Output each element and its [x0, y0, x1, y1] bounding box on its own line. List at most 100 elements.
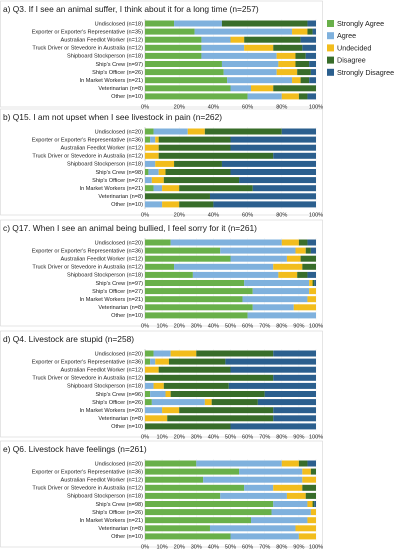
bar-segment-strongly-agree	[145, 69, 224, 76]
legend-swatch	[327, 20, 334, 27]
legend-swatch	[327, 32, 334, 40]
bar-segment-undecided	[155, 136, 159, 143]
bar-segment-strongly-disagree	[307, 271, 316, 278]
bar-segment-strongly-disagree	[230, 169, 316, 175]
bar-segment-strongly-agree	[145, 44, 202, 51]
bar-segment-strongly-agree	[145, 476, 204, 483]
legend-label: Strongly Agree	[337, 19, 384, 28]
bar-segment-undecided	[170, 350, 197, 357]
x-tick-label: 70%	[259, 323, 270, 329]
bar-segment-strongly-agree	[145, 263, 175, 270]
bar-segment-disagree	[295, 61, 310, 67]
bar-segment-undecided	[295, 525, 316, 532]
legend: Strongly Agree Agree Undecided Disagree Stro…	[327, 19, 394, 77]
bar-segment-strongly-disagree	[305, 52, 316, 59]
bar-segment-strongly-disagree	[273, 350, 316, 357]
bar-segment-agree	[230, 255, 287, 262]
category-label: Ship's Officer (n=26)	[92, 70, 143, 76]
bar-segment-agree	[203, 476, 303, 483]
chart-panel: e) Q6. Livestock have feelings (n=261) 0%…	[0, 440, 323, 550]
x-tick-label: 70%	[259, 434, 270, 440]
bar-segment-disagree	[158, 152, 274, 159]
bar-segment-undecided	[302, 468, 311, 475]
bar-segment-agree	[244, 280, 310, 286]
bar-segment-strongly-disagree	[312, 28, 316, 35]
category-label: Ship's Crew (n=98)	[95, 170, 143, 176]
bar-segment-agree	[201, 52, 277, 59]
category-label: Truck Driver or Stevedore in Australia (…	[32, 154, 143, 160]
bar-segment-strongly-agree	[145, 247, 221, 254]
category-label: Undisclosed (n=20)	[95, 129, 143, 135]
bar-segment-disagree	[298, 460, 308, 467]
category-label: Ship's Crew (n=97)	[95, 62, 143, 68]
bar-segment-strongly-disagree	[230, 136, 316, 143]
bar-segment-undecided	[145, 144, 159, 151]
bar-segment-strongly-disagree	[310, 69, 316, 76]
bar-segment-undecided	[145, 415, 168, 422]
bar-segment-strongly-agree	[145, 484, 245, 491]
bar-segment-agree	[145, 201, 163, 208]
bar-segment-strongly-agree	[145, 533, 231, 540]
category-label: Truck Driver or Stevedore in Australia (…	[32, 265, 143, 271]
bar-segment-strongly-disagree	[257, 399, 316, 406]
bar-segment-undecided	[302, 476, 316, 483]
x-tick-label: 10%	[156, 544, 167, 550]
bar-segment-strongly-disagree	[314, 501, 316, 507]
bar-segment-agree	[221, 61, 279, 67]
category-label: In Market Workers (n=20)	[80, 408, 144, 414]
x-tick-label: 90%	[293, 434, 304, 440]
bar-segment-agree	[220, 492, 287, 499]
x-tick-label: 0%	[141, 323, 149, 329]
x-tick-label: 20%	[174, 323, 185, 329]
bar-segment-disagree	[163, 382, 229, 389]
bar-segment-agree	[201, 44, 245, 51]
x-tick-label: 80%	[276, 544, 287, 550]
category-label: Other (n=10)	[111, 534, 143, 540]
bar-segment-agree	[223, 69, 277, 76]
legend-label: Disagree	[337, 56, 366, 65]
bar-segment-agree	[150, 391, 166, 397]
bar-segment-disagree	[204, 128, 282, 135]
category-label: Shipboard Stockperson (n=18)	[67, 273, 143, 279]
panel-frame	[0, 108, 323, 216]
bar-segment-undecided	[151, 177, 164, 184]
x-tick-label: 100%	[309, 212, 323, 218]
bar-segment-strongly-agree	[145, 350, 154, 357]
bar-segment-strongly-agree	[145, 492, 221, 499]
category-label: Ship's Officer (n=26)	[92, 400, 143, 406]
bar-segment-agree	[201, 36, 231, 43]
bar-segment-disagree	[165, 169, 231, 175]
bar-segment-undecided	[153, 382, 164, 389]
bar-segment-disagree	[244, 36, 301, 43]
bar-segment-disagree	[298, 239, 308, 246]
category-label: Australian Feedlot Worker (n=12)	[61, 146, 144, 152]
bar-segment-undecided	[162, 185, 180, 192]
bar-segment-strongly-agree	[145, 288, 253, 295]
bar-segment-agree	[148, 169, 159, 175]
bar-segment-undecided	[273, 484, 303, 491]
legend-swatch	[327, 44, 334, 52]
bar-segment-disagree	[179, 201, 214, 208]
panels: a) Q3. If I see an animal suffer, I thin…	[0, 0, 323, 550]
category-label: Ship's Officer (n=27)	[92, 289, 143, 295]
bar-segment-agree	[239, 468, 303, 475]
panel-frame	[0, 440, 323, 548]
bar-segment-disagree	[168, 358, 226, 365]
x-tick-label: 60%	[242, 212, 253, 218]
bar-segment-undecided	[309, 280, 313, 286]
bar-segment-disagree	[300, 255, 316, 262]
legend-label: Undecided	[337, 43, 371, 52]
panel-title: d) Q4. Livestock are stupid (n=258)	[3, 334, 134, 344]
legend-label: Strongly Disagree	[337, 68, 394, 77]
bar-segment-strongly-disagree	[221, 160, 316, 167]
bar-segment-strongly-agree	[145, 312, 248, 319]
category-label: Veterinarian (n=8)	[98, 86, 143, 92]
bar-segment-undecided	[187, 128, 205, 135]
bar-segment-disagree	[310, 468, 316, 475]
panel-frame	[0, 0, 323, 108]
bar-segment-agree	[153, 350, 171, 357]
bar-segment-disagree	[158, 136, 231, 143]
category-label: Truck Driver or Stevedore in Australia (…	[32, 376, 143, 382]
bar-segment-agree	[230, 85, 252, 92]
x-tick-label: 10%	[156, 323, 167, 329]
